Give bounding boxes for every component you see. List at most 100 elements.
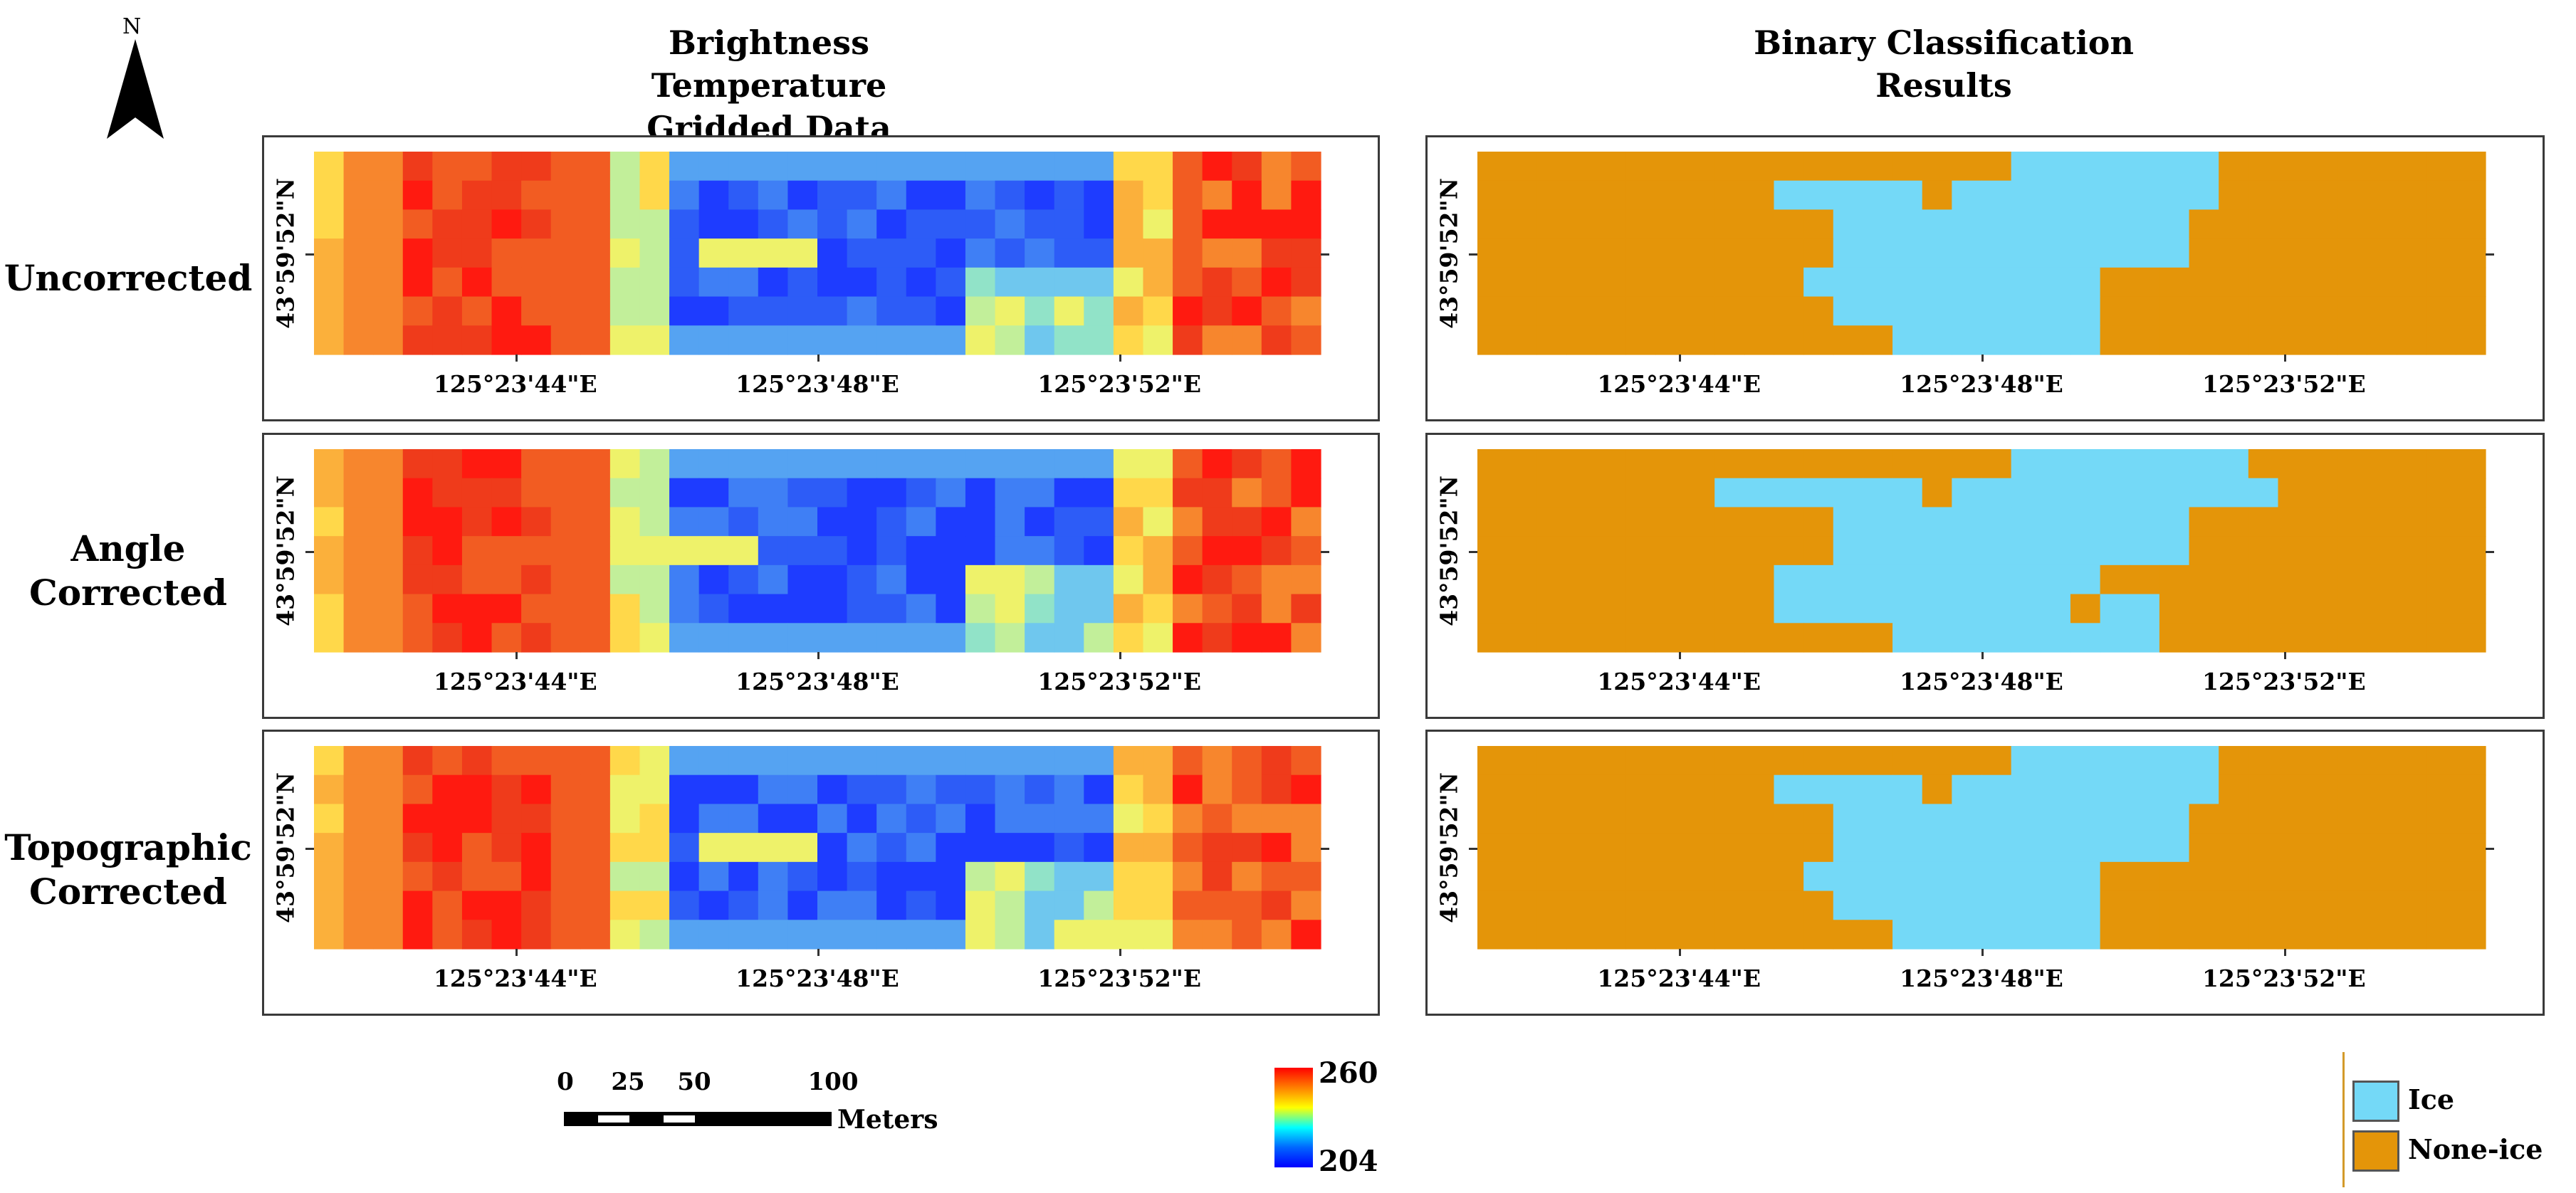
bt-cell [1113,833,1144,863]
bt-cell [906,507,936,537]
none-ice-cell [2278,152,2308,182]
none-ice-cell [1536,564,1567,595]
bt-cell [343,774,374,805]
bt-cell [639,209,670,239]
bt-cell [1025,746,1055,776]
none-ice-cell [1655,449,1686,479]
none-ice-cell [1536,209,1567,239]
bt-cell [491,774,522,805]
ice-cell [2100,449,2130,479]
none-ice-cell [1477,180,1508,211]
bt-cell [1143,804,1173,834]
none-ice-cell [2100,861,2130,892]
none-ice-cell [1685,920,1715,950]
ice-cell [2041,507,2071,537]
none-ice-cell [1685,774,1715,805]
ice-cell [1981,507,2012,537]
ice-cell [2070,152,2101,182]
bt-cell [343,209,374,239]
bt-cell [491,623,522,653]
ice-cell [1922,507,1952,537]
ice-cell [1922,267,1952,298]
ice-cell [1774,564,1804,595]
none-ice-cell [1566,564,1597,595]
bt-cell [1054,478,1084,508]
none-ice-cell [2337,209,2368,239]
none-ice-cell [1596,833,1626,863]
ice-cell [2189,746,2219,776]
none-ice-cell [1536,238,1567,268]
bt-cell [373,861,404,892]
none-ice-cell [1833,325,1864,355]
none-ice-cell [2278,267,2308,298]
bt-cell [1113,861,1144,892]
bt-cell [1054,746,1084,776]
none-ice-cell [2337,833,2368,863]
bt-cell [432,209,463,239]
lon-label: 125°23'52"E [2201,370,2366,398]
bt-cell [1232,449,1262,479]
none-ice-cell [2367,746,2397,776]
bt-cell [906,564,936,595]
none-ice-cell [1833,152,1864,182]
bt-cell [1113,238,1144,268]
ice-cell [2130,536,2160,566]
bt-cell [402,774,433,805]
bt-cell [1173,890,1203,920]
none-ice-cell [1536,833,1567,863]
none-ice-cell [1536,325,1567,355]
bt-cell [1232,594,1262,624]
bt-cell [343,890,374,920]
ice-cell [2189,478,2219,508]
none-ice-cell [2100,325,2130,355]
bt-cell [1202,209,1232,239]
bt-cell [1202,180,1232,211]
ice-cell [1892,325,1923,355]
ice-cell [2070,774,2101,805]
ice-cell [1863,296,1893,326]
none-ice-cell [1774,536,1804,566]
bt-cell [1173,152,1203,182]
none-ice-cell [1803,296,1834,326]
bt-cell [491,152,522,182]
ice-cell [2011,623,2041,653]
none-ice-cell [2100,920,2130,950]
bt-cell [758,507,789,537]
bt-cell [1113,774,1144,805]
bt-cell [965,920,996,950]
bt-cell [432,507,463,537]
ice-cell [2130,804,2160,834]
ice-cell [2130,449,2160,479]
bt-cell [1202,594,1232,624]
ice-cell [1863,804,1893,834]
bt-cell [906,536,936,566]
bt-cell [965,325,996,355]
none-ice-cell [1566,623,1597,653]
none-ice-cell [1477,623,1508,653]
bt-cell [1054,449,1084,479]
bt-cell [787,623,818,653]
none-ice-cell [1536,623,1567,653]
none-ice-cell [2426,238,2456,268]
bt-cell [432,774,463,805]
lon-tick [1679,652,1682,659]
bt-cell [965,478,996,508]
bt-cell [817,478,848,508]
none-ice-cell [1774,238,1804,268]
none-ice-cell [1744,536,1775,566]
bt-cell [1025,804,1055,834]
bt-cell [580,478,611,508]
bt-cell [698,890,729,920]
bt-cell [728,833,759,863]
bt-cell [906,478,936,508]
lat-label: 43°59'52"N [271,772,300,923]
bt-cell [728,507,759,537]
bt-cell [817,267,848,298]
none-ice-cell [2189,536,2219,566]
bt-cell [432,296,463,326]
bt-cell [521,564,552,595]
bt-cell [609,804,641,834]
none-ice-cell [1566,833,1597,863]
ice-cell [1892,774,1923,805]
ice-cell [2159,774,2190,805]
